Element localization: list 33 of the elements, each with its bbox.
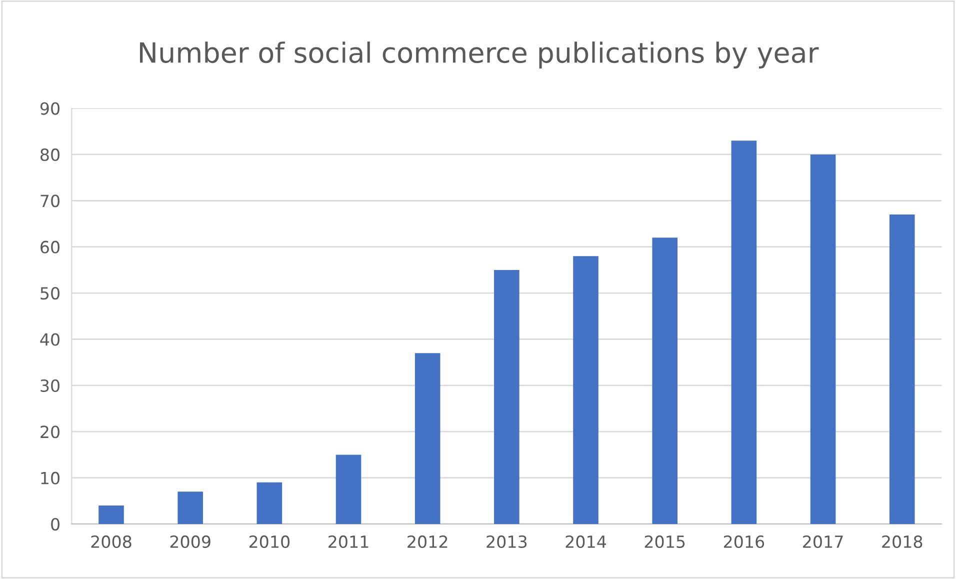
y-tick-label: 70 <box>40 194 60 208</box>
bar <box>414 353 440 524</box>
bar <box>573 256 598 524</box>
y-tick-label: 80 <box>40 148 60 162</box>
x-tick-label: 2010 <box>249 535 290 548</box>
x-tick-label: 2015 <box>644 535 685 548</box>
bar <box>178 492 203 524</box>
bar <box>731 140 757 524</box>
bar <box>256 482 282 524</box>
bar <box>652 238 678 524</box>
y-tick-label: 30 <box>40 379 60 392</box>
x-tick-label: 2012 <box>408 535 448 548</box>
x-tick-label: 2016 <box>724 535 764 548</box>
chart-title: Number of social commerce publications by year <box>140 42 819 68</box>
x-tick-label: 2013 <box>486 535 527 548</box>
y-tick-label: 60 <box>40 240 60 254</box>
x-tick-label: 2011 <box>328 535 368 548</box>
y-tick-label: 90 <box>40 102 60 115</box>
bar <box>336 454 362 524</box>
y-tick-label: 20 <box>40 426 60 438</box>
x-tick-label: 2009 <box>170 535 210 548</box>
y-tick-label: 10 <box>41 472 60 484</box>
bar <box>889 214 915 524</box>
y-tick-label: 40 <box>40 333 60 346</box>
bar <box>494 270 520 524</box>
x-tick-label: 2014 <box>566 535 606 548</box>
y-tick-label: 0 <box>51 518 60 531</box>
bar <box>98 506 124 524</box>
x-tick-label: 2018 <box>882 535 922 548</box>
y-tick-label: 50 <box>40 287 60 300</box>
bar <box>810 154 836 524</box>
x-tick-label: 2008 <box>91 535 132 548</box>
x-tick-label: 2017 <box>803 535 843 548</box>
